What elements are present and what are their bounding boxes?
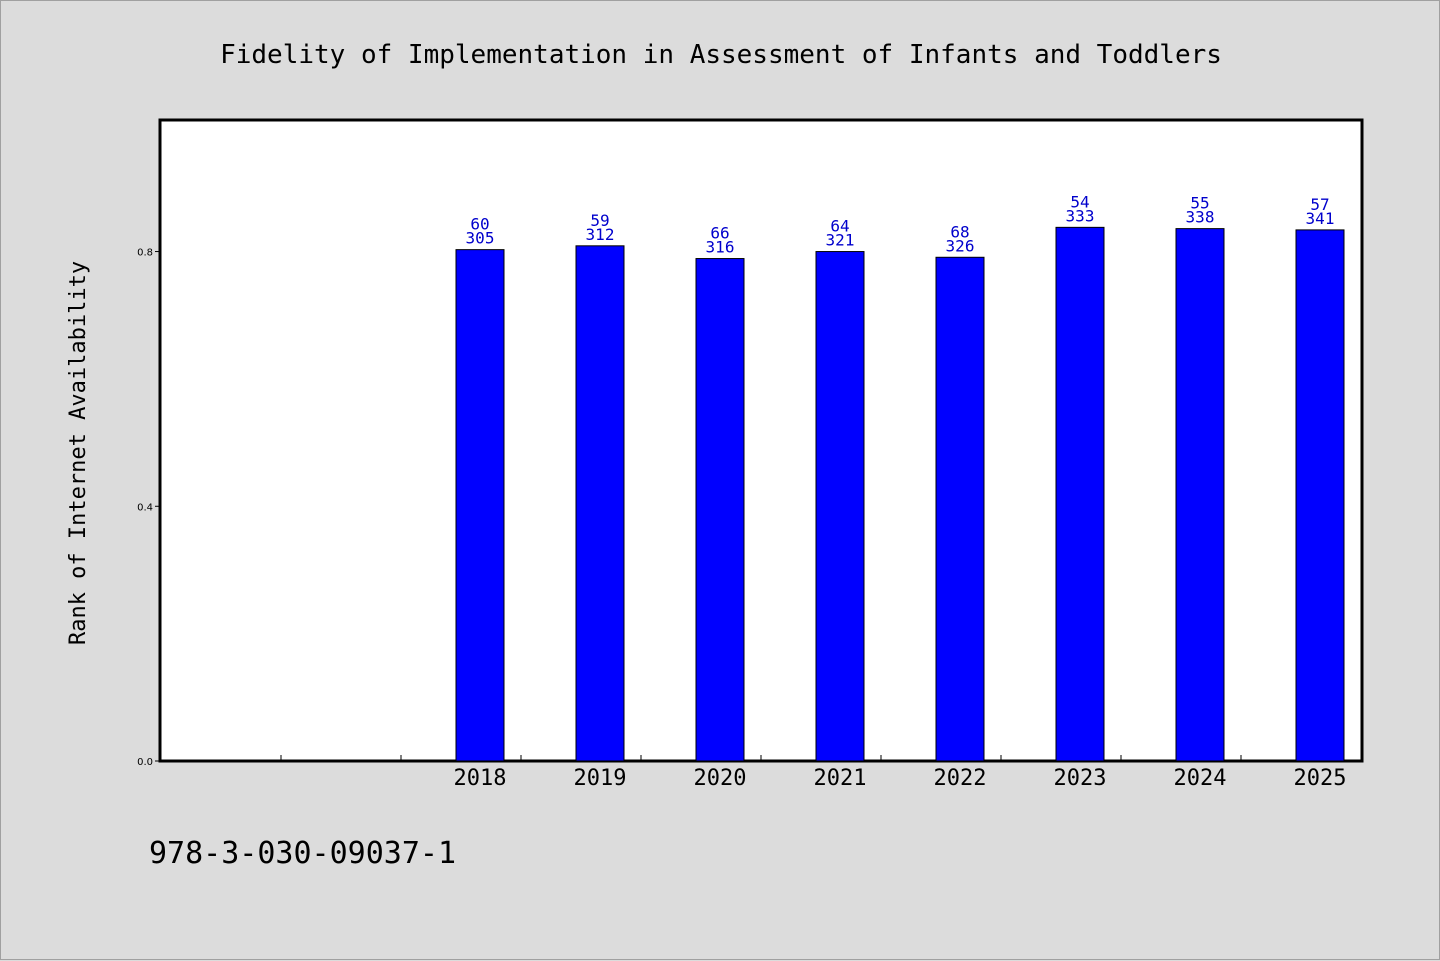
bar-label-top-2020: 66 bbox=[710, 224, 729, 243]
y-tick-label: 0.4 bbox=[137, 502, 153, 513]
x-tick-label-2024: 2024 bbox=[1174, 766, 1227, 791]
bar-2019 bbox=[575, 245, 625, 762]
bar-label-bottom-2018: 305 bbox=[466, 229, 495, 248]
bar-2020 bbox=[695, 258, 745, 762]
x-tick-label-2018: 2018 bbox=[454, 766, 507, 791]
bar-2024 bbox=[1175, 228, 1225, 762]
bar-label-top-2022: 68 bbox=[950, 222, 969, 241]
bar-label-bottom-2020: 316 bbox=[706, 238, 735, 257]
y-tick-label: 0.8 bbox=[137, 248, 153, 259]
bar-label-top-2025: 57 bbox=[1310, 195, 1329, 214]
x-tick-label-2023: 2023 bbox=[1054, 766, 1107, 791]
bar-label-bottom-2024: 338 bbox=[1186, 208, 1215, 227]
x-tick-label-2025: 2025 bbox=[1294, 766, 1347, 791]
bar-label-bottom-2022: 326 bbox=[946, 236, 975, 255]
plot-area bbox=[158, 118, 1364, 763]
axis-ticks-group: 0.0 0.4 0.8 2018 2019 2020 2021 2022 2023 2024 202… bbox=[137, 248, 1346, 791]
bar-label-bottom-2019: 312 bbox=[586, 225, 615, 244]
x-tick-label-2019: 2019 bbox=[574, 766, 627, 791]
y-tick-label: 0.0 bbox=[137, 757, 153, 768]
x-tick-label-2020: 2020 bbox=[694, 766, 747, 791]
bar-label-top-2019: 59 bbox=[590, 211, 609, 230]
bar-label-bottom-2021: 321 bbox=[826, 231, 855, 250]
bars-group bbox=[455, 226, 1345, 762]
bar-label-top-2021: 64 bbox=[830, 217, 849, 236]
bar-label-bottom-2023: 333 bbox=[1066, 206, 1095, 225]
bar-2022 bbox=[935, 256, 985, 762]
bar-label-top-2018: 60 bbox=[470, 215, 489, 234]
bar-label-top-2023: 54 bbox=[1070, 192, 1089, 211]
isbn-footer: 978-3-030-09037-1 bbox=[149, 836, 456, 871]
x-tick-label-2021: 2021 bbox=[814, 766, 867, 791]
bar-label-bottom-2025: 341 bbox=[1306, 209, 1335, 228]
bar-2025 bbox=[1295, 229, 1345, 762]
y-axis-label: Rank of Internet Availability bbox=[66, 261, 91, 645]
bar-label-top-2024: 55 bbox=[1190, 194, 1209, 213]
bar-2018 bbox=[455, 249, 505, 762]
x-tick-label-2022: 2022 bbox=[934, 766, 987, 791]
bar-2021 bbox=[815, 251, 865, 762]
bar-2023 bbox=[1055, 226, 1105, 762]
chart-title: Fidelity of Implementation in Assessment… bbox=[220, 40, 1222, 70]
